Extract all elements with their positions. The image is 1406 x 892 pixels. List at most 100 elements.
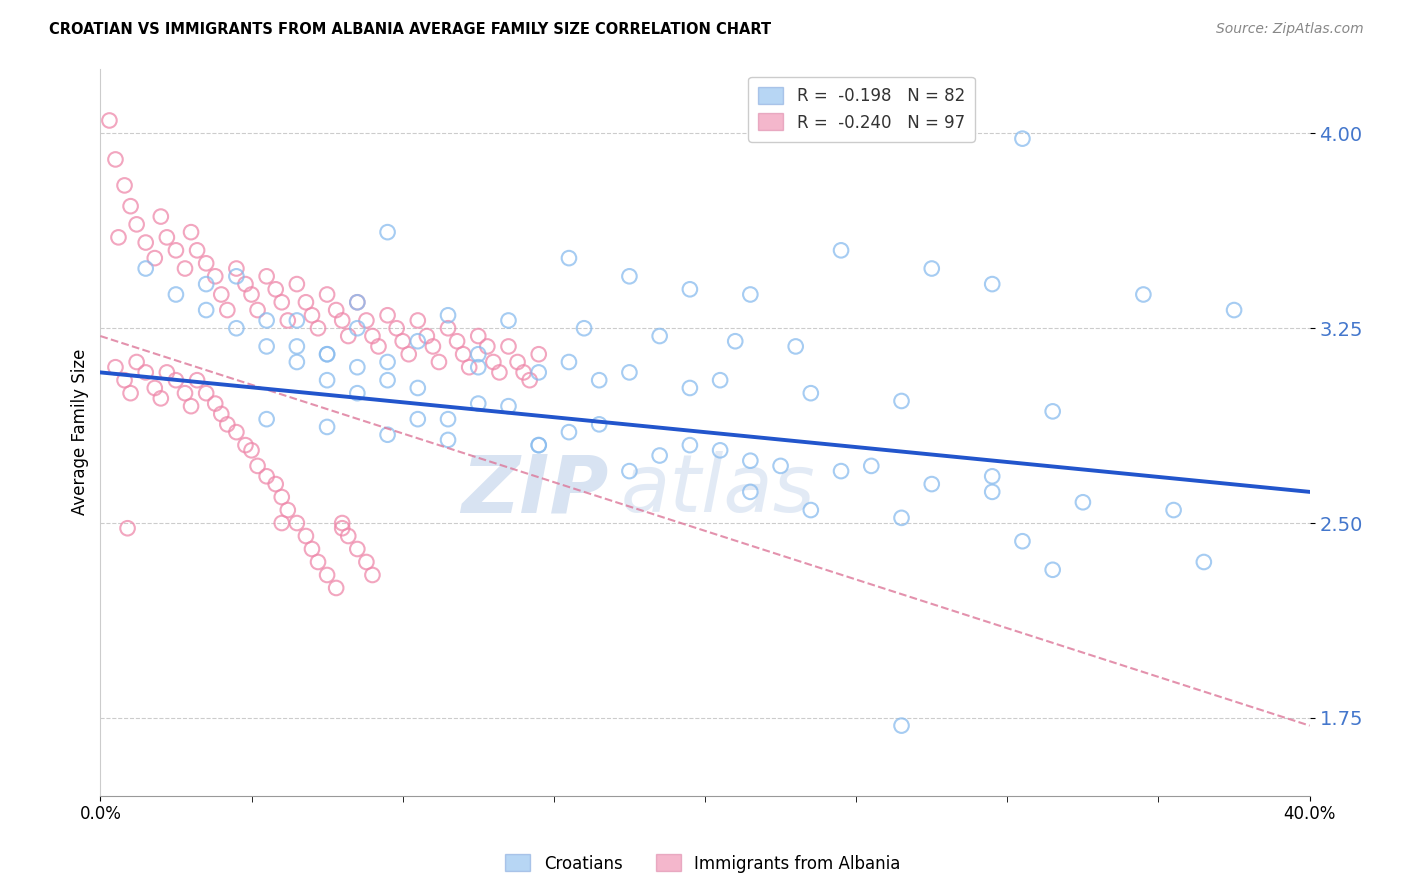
Point (195, 386, 218, 401)
Point (558, 425, 581, 439)
Legend: Croatians, Immigrants from Albania: Croatians, Immigrants from Albania (499, 847, 907, 880)
Point (295, 295, 318, 310)
Point (174, 261, 197, 276)
Point (156, 365, 179, 379)
Point (437, 433, 460, 447)
Point (246, 458, 269, 473)
Point (800, 503, 823, 517)
Point (1223, 303, 1246, 318)
Point (588, 417, 610, 432)
Point (240, 287, 263, 301)
Point (307, 321, 329, 335)
Point (890, 718, 912, 732)
Point (1011, 131, 1033, 145)
Point (385, 321, 408, 335)
Point (377, 427, 399, 442)
Point (416, 329, 439, 343)
Point (482, 355, 505, 369)
Text: CROATIAN VS IMMIGRANTS FROM ALBANIA AVERAGE FAMILY SIZE CORRELATION CHART: CROATIAN VS IMMIGRANTS FROM ALBANIA AVER… (49, 22, 772, 37)
Point (256, 412, 278, 426)
Point (285, 313, 308, 327)
Point (648, 449, 671, 463)
Point (648, 329, 671, 343)
Point (890, 511, 912, 525)
Point (446, 334, 468, 349)
Point (346, 321, 368, 335)
Point (270, 295, 292, 310)
Point (114, 178, 136, 193)
Point (98, 113, 121, 128)
Point (377, 308, 399, 322)
Point (558, 355, 581, 369)
Point (165, 244, 187, 258)
Point (186, 244, 208, 258)
Point (143, 381, 166, 395)
Point (114, 373, 136, 387)
Point (246, 303, 269, 318)
Point (1071, 495, 1094, 509)
Point (981, 469, 1004, 483)
Point (301, 308, 323, 322)
Point (120, 386, 142, 401)
Point (679, 438, 702, 452)
Point (301, 541, 323, 556)
Point (316, 287, 339, 301)
Point (346, 295, 368, 310)
Point (981, 277, 1004, 291)
Point (180, 225, 202, 239)
Point (235, 438, 257, 452)
Point (156, 230, 179, 244)
Point (890, 394, 912, 409)
Point (225, 261, 247, 276)
Point (477, 339, 499, 353)
Point (437, 321, 460, 335)
Point (467, 329, 489, 343)
Point (921, 477, 943, 491)
Point (209, 287, 232, 301)
Y-axis label: Average Family Size: Average Family Size (72, 349, 89, 516)
Point (1132, 287, 1154, 301)
Point (679, 282, 702, 296)
Point (406, 313, 429, 327)
Point (458, 360, 481, 375)
Point (558, 251, 581, 265)
Point (527, 438, 550, 452)
Point (437, 412, 460, 426)
Point (488, 365, 510, 379)
Point (346, 386, 368, 401)
Point (377, 225, 399, 239)
Point (377, 355, 399, 369)
Point (217, 303, 239, 318)
Text: atlas: atlas (620, 451, 815, 529)
Point (186, 373, 208, 387)
Point (277, 503, 299, 517)
Point (107, 230, 129, 244)
Point (295, 529, 318, 543)
Point (307, 555, 329, 569)
Point (506, 355, 529, 369)
Point (1163, 503, 1185, 517)
Text: ZIP: ZIP (461, 451, 609, 529)
Point (406, 334, 429, 349)
Point (117, 521, 139, 535)
Point (240, 443, 263, 458)
Point (165, 287, 187, 301)
Point (527, 438, 550, 452)
Point (619, 269, 641, 284)
Point (619, 365, 641, 379)
Point (1192, 555, 1215, 569)
Point (800, 386, 823, 401)
Point (256, 469, 278, 483)
Point (104, 153, 127, 167)
Point (467, 347, 489, 361)
Point (330, 313, 353, 327)
Point (398, 347, 420, 361)
Point (325, 303, 347, 318)
Point (125, 355, 148, 369)
Point (316, 347, 339, 361)
Point (135, 235, 157, 250)
Point (709, 443, 731, 458)
Point (527, 347, 550, 361)
Point (467, 396, 489, 410)
Point (316, 373, 339, 387)
